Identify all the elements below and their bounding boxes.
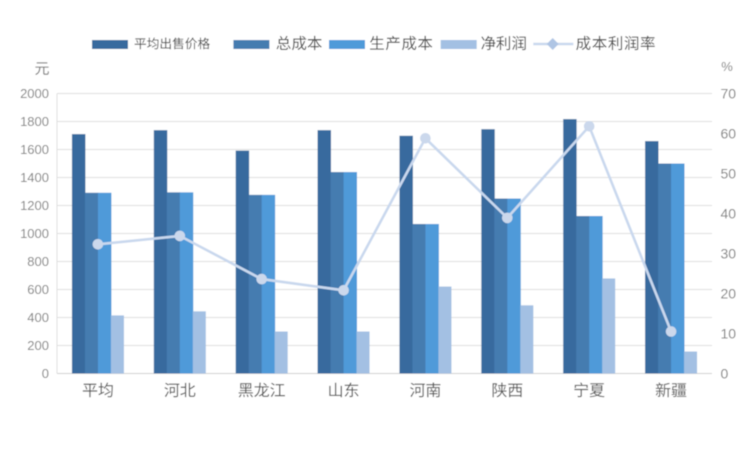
svg-text:400: 400 [27,310,49,325]
svg-text:0: 0 [721,366,729,382]
svg-text:1400: 1400 [20,170,49,185]
svg-text:60: 60 [721,126,737,142]
svg-text:20: 20 [721,286,737,302]
svg-text:1600: 1600 [20,142,49,157]
svg-text:50: 50 [721,166,737,182]
svg-text:1200: 1200 [20,198,49,213]
svg-text:70: 70 [721,86,737,102]
svg-text:30: 30 [721,246,737,262]
svg-text:800: 800 [27,254,49,269]
svg-text:%: % [721,59,733,74]
svg-text:600: 600 [27,282,49,297]
svg-text:10: 10 [721,326,737,342]
svg-text:200: 200 [27,338,49,353]
svg-text:1000: 1000 [20,226,49,241]
svg-text:2000: 2000 [20,86,49,101]
svg-text:40: 40 [721,206,737,222]
svg-text:0: 0 [42,366,49,381]
svg-text:1800: 1800 [20,114,49,129]
